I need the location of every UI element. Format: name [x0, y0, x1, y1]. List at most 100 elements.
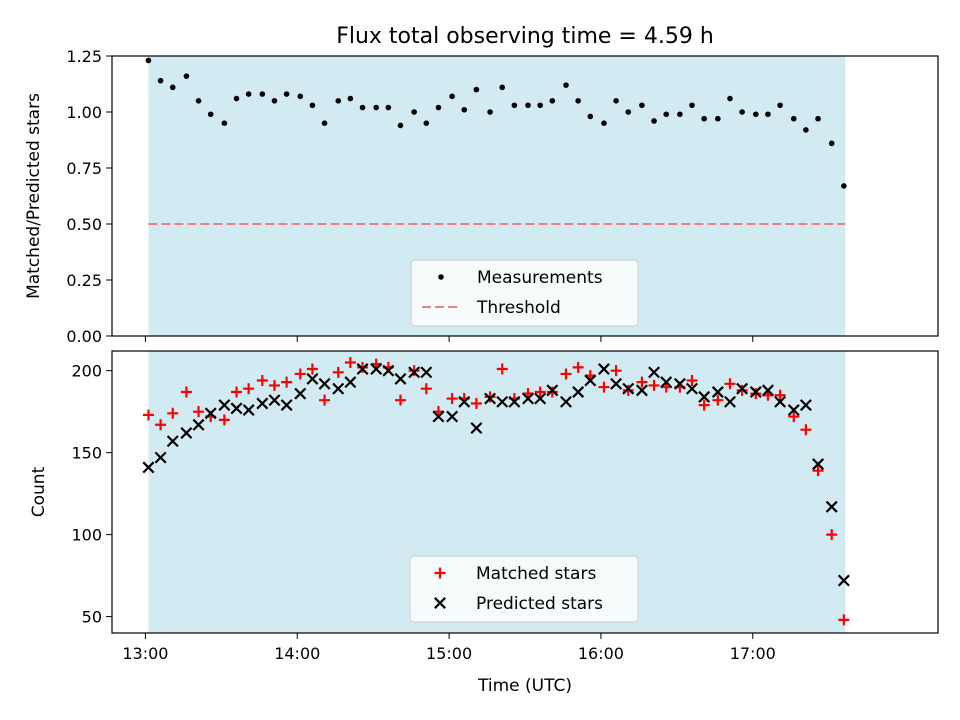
predicted-star-point [218, 399, 231, 412]
matched-star-point [636, 376, 648, 388]
matched-star-point [622, 384, 634, 396]
measurement-point [373, 104, 379, 111]
axes-frame [111, 55, 939, 337]
measurement-point [411, 109, 417, 115]
matched-star-point [736, 384, 748, 396]
measurement-point [271, 98, 278, 104]
y-axis-label: Count [29, 466, 49, 517]
predicted-star-point [635, 384, 648, 397]
measurement-point [499, 84, 506, 91]
ratio-panel: 0.00 0.25 0.50 0.75 1.00 1.25 Matched/Predicte… [24, 47, 939, 346]
predicted-star-point [142, 461, 155, 474]
predicted-star-point [825, 500, 838, 513]
measurement-point [435, 104, 442, 111]
predicted-star-point [382, 364, 395, 377]
matched-star-point [572, 361, 584, 373]
matched-star-point [750, 388, 762, 400]
predicted-star-point [280, 399, 293, 412]
measurement-point [739, 109, 745, 115]
predicted-star-point [230, 402, 243, 415]
measurement-point [765, 111, 771, 118]
matched-star-point [142, 409, 154, 421]
legend-label: Measurements [477, 268, 603, 288]
measurement-point [790, 115, 797, 122]
matched-star-point [167, 407, 179, 419]
measurement-point [359, 104, 366, 111]
measurement-point [385, 104, 392, 111]
matched-star-point [243, 383, 255, 395]
predicted-star-point [711, 386, 724, 398]
predicted-star-point [204, 407, 217, 420]
y-axis-label: Matched/Predicted stars [24, 93, 44, 299]
matched-star-point [838, 614, 850, 626]
legend-label: Threshold [476, 298, 561, 318]
matched-star-point [394, 394, 406, 406]
axes-frame [111, 350, 939, 634]
matched-star-point [294, 368, 306, 380]
legend-dot-icon [438, 274, 444, 280]
predicted-star-point [496, 395, 509, 408]
matched-star-point [484, 391, 496, 403]
matched-star-point [420, 383, 432, 395]
predicted-star-point [344, 376, 357, 389]
y-tick-label: 1.25 [66, 47, 102, 66]
predicted-star-point [370, 363, 383, 376]
matched-star-point [319, 394, 331, 406]
measurement-point [575, 98, 581, 104]
matched-star-point [446, 393, 458, 405]
predicted-star-point [268, 394, 281, 407]
matched-star-point [534, 386, 546, 398]
measurement-point [587, 113, 594, 120]
x-tick-label: 15:00 [426, 644, 472, 663]
measurement-point [233, 95, 240, 102]
matched-star-point [218, 414, 230, 426]
measurement-point [841, 183, 847, 189]
measurement-point [309, 102, 316, 109]
predicted-star-point [584, 374, 597, 387]
measurement-point [321, 120, 328, 126]
matched-star-point [812, 465, 824, 477]
measurement-point [259, 91, 266, 97]
matched-star-point [496, 363, 508, 375]
matched-star-point [180, 386, 192, 398]
measurement-point [677, 111, 683, 118]
measurement-point [601, 120, 607, 126]
predicted-star-point [799, 399, 812, 412]
x-axis-label: Time (UTC) [477, 676, 572, 696]
predicted-star-point [610, 377, 623, 390]
matched-star-point [774, 389, 786, 401]
matched-star-point [332, 366, 344, 378]
predicted-star-point [736, 382, 749, 395]
matched-star-point [560, 368, 572, 380]
predicted-star-point [622, 382, 635, 395]
predicted-star-point [812, 458, 825, 471]
measurement-point [752, 111, 759, 118]
measurement-point [157, 77, 164, 84]
measurement-point [423, 120, 430, 126]
measurement-point [613, 98, 619, 104]
y-tick-label: 0.25 [66, 271, 102, 290]
predicted-star-point [446, 410, 459, 423]
predicted-star-point [534, 392, 547, 405]
x-tick-label: 17:00 [730, 644, 776, 663]
predicted-star-point [546, 384, 559, 397]
measurement-point [689, 102, 695, 109]
measurement-point [663, 111, 670, 118]
matched-star-point [193, 406, 205, 418]
predicted-star-point [256, 397, 269, 410]
predicted-star-point [192, 418, 205, 431]
measurement-point [221, 120, 228, 126]
measurement-point [347, 95, 354, 102]
y-tick-label: 0.75 [66, 159, 102, 178]
measurement-point [283, 91, 290, 97]
measurement-point [549, 98, 556, 104]
predicted-star-point [180, 426, 193, 439]
predicted-star-point [787, 404, 800, 417]
measurement-point [625, 109, 632, 115]
predicted-star-point [648, 366, 661, 379]
measurement-point [828, 140, 835, 147]
x-tick-label: 16:00 [578, 644, 624, 663]
measurement-point [537, 102, 543, 109]
measurement-point [397, 122, 404, 129]
legend-x-icon [434, 597, 446, 609]
